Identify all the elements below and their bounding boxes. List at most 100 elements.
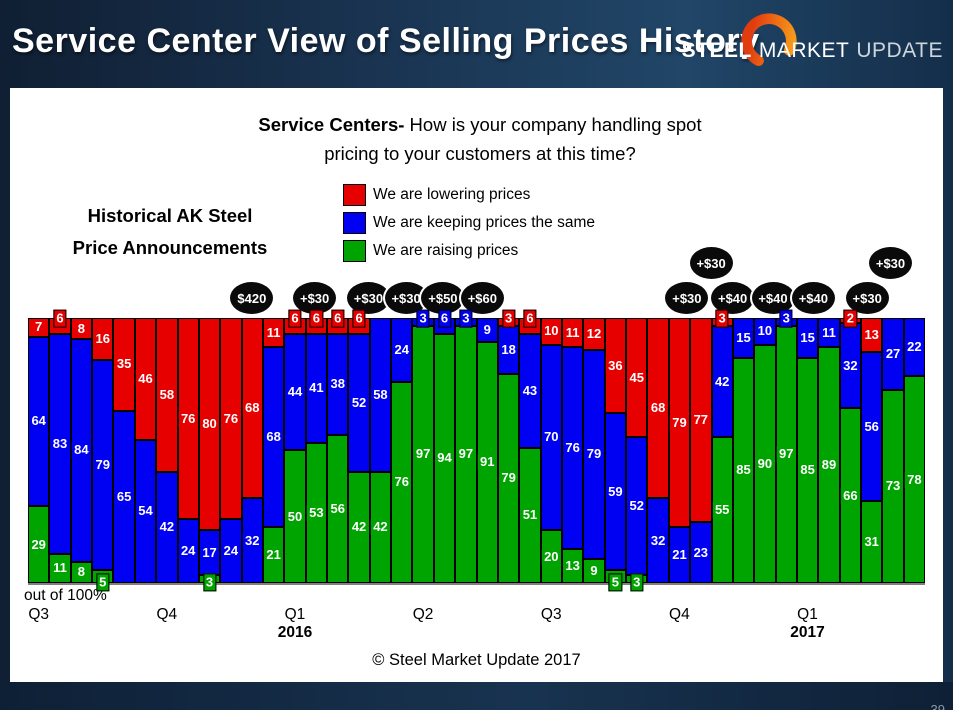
quarter-label: Q4: [156, 606, 178, 623]
bar-value-label: 6: [309, 309, 323, 328]
survey-bar: 7 64 29: [28, 318, 50, 583]
bar-segment-keeping: 18: [497, 325, 520, 374]
bar-value-label: 9: [481, 321, 493, 338]
bar-segment-raising: 91: [476, 341, 498, 583]
survey-bar: 11 68 21: [262, 318, 285, 583]
bar-segment-keeping: 21: [668, 527, 691, 583]
bar-segment-lowering: 68: [647, 318, 669, 499]
header-band: Service Center View of Selling Prices Hi…: [0, 0, 953, 88]
stacked-bar-chart: 7 64 29 6 83 11 8 84 8 16 79 5 35 65 46 54 58 42 76 24 80 17 3…: [28, 309, 926, 592]
bar-segment-raising: 97: [775, 325, 797, 583]
bar-segment-keeping: 38: [327, 333, 349, 435]
bar-value-label: 24: [178, 543, 198, 560]
bar-segment-lowering: 3: [711, 309, 733, 328]
survey-bar: 6 83 11: [49, 309, 71, 583]
bar-value-label: 6: [288, 309, 302, 328]
bar-value-label: 11: [820, 324, 838, 341]
bar-value-label: 66: [841, 487, 860, 504]
bar-segment-raising: 31: [861, 500, 883, 583]
bar-segment-keeping: 24: [177, 519, 199, 583]
legend-swatch-icon: [343, 212, 366, 234]
bar-segment-lowering: 80: [198, 318, 221, 530]
bar-value-label: 73: [883, 478, 903, 495]
bar-segment-lowering: 12: [583, 318, 605, 350]
bar-segment-keeping: 83: [49, 333, 71, 554]
bar-value-label: 11: [264, 324, 283, 341]
bar-segment-lowering: 68: [241, 318, 263, 499]
survey-bar: 77 23: [690, 318, 712, 583]
bar-segment-lowering: 76: [177, 318, 199, 520]
bar-segment-keeping: 42: [156, 471, 178, 583]
bar-segment-keeping: 24: [220, 519, 242, 583]
bar-segment-keeping: 15: [796, 318, 819, 358]
x-axis-quarters: Q3 Q4 Q1 2016 Q2 Q3 Q4 Q1 2017: [28, 606, 925, 654]
bar-value-label: 21: [264, 547, 283, 564]
bar-value-label: 79: [584, 446, 604, 463]
survey-bar: 58 42: [369, 318, 392, 583]
survey-question-line1: How is your company handling spot: [404, 114, 702, 135]
smu-logo: STEEL MARKET UPDATE: [682, 13, 943, 69]
bar-value-label: 42: [712, 373, 732, 390]
bar-value-label: 3: [202, 573, 217, 592]
survey-bar: 3 18 79: [497, 309, 520, 583]
survey-bar: 35 65: [113, 318, 135, 583]
bar-value-label: 76: [178, 410, 198, 427]
survey-bar: 3 97: [775, 309, 797, 583]
bar-value-label: 79: [93, 457, 112, 474]
bar-value-label: 3: [501, 309, 516, 328]
bar-value-label: 16: [93, 331, 112, 348]
legend-label: We are raising prices: [373, 242, 519, 259]
bar-value-label: 21: [670, 547, 689, 564]
bar-segment-keeping: 22: [903, 318, 926, 377]
bar-value-label: 97: [413, 446, 433, 463]
bar-segment-keeping: 56: [861, 352, 883, 501]
bar-segment-keeping: 79: [92, 360, 114, 570]
survey-bar: 16 79 5: [92, 318, 114, 592]
survey-bar: 76 24: [177, 318, 199, 583]
survey-bar: 10 90: [754, 318, 776, 583]
survey-question-line2: pricing to your customers at this time?: [324, 143, 636, 164]
survey-bar: 11 76 13: [561, 318, 584, 583]
bar-segment-keeping: 52: [348, 333, 370, 472]
bar-segment-lowering: 3: [497, 309, 520, 328]
bar-value-label: 46: [136, 370, 155, 387]
survey-bar: 6 94: [433, 309, 456, 583]
legend-item: We are lowering prices: [343, 181, 595, 209]
price-announcement-badge: +$40: [789, 280, 837, 316]
bar-segment-raising: 42: [348, 471, 370, 583]
announcements-label-line2: Price Announcements: [72, 237, 268, 258]
bar-value-label: 64: [29, 413, 48, 430]
survey-bar: 45 52 3: [626, 318, 648, 592]
bar-segment-raising: 11: [49, 553, 71, 583]
bar-segment-raising: 66: [839, 408, 862, 583]
bar-value-label: 68: [243, 400, 262, 417]
bar-segment-lowering: 13: [861, 318, 883, 353]
bar-segment-lowering: 6: [305, 309, 328, 334]
bar-segment-keeping: 15: [732, 318, 755, 358]
bar-segment-keeping: 42: [711, 325, 733, 438]
bar-segment-lowering: 79: [668, 318, 691, 528]
bar-segment-lowering: 16: [92, 318, 114, 361]
bar-segment-keeping: 70: [540, 344, 562, 530]
smu-logo-crescent-icon: [741, 13, 797, 69]
bar-segment-keeping: 11: [818, 318, 840, 348]
bar-value-label: 32: [243, 532, 262, 549]
bar-segment-keeping: 27: [882, 318, 904, 390]
bar-value-label: 85: [798, 462, 817, 479]
bar-value-label: 55: [712, 502, 732, 519]
bar-value-label: 5: [608, 573, 622, 592]
bar-value-label: 52: [349, 394, 369, 411]
bar-segment-lowering: 45: [626, 318, 648, 438]
bar-value-label: 97: [456, 446, 476, 463]
survey-bar: 13 56 31: [861, 318, 883, 583]
bar-value-label: 83: [50, 435, 70, 452]
bar-segment-keeping: 24: [391, 318, 413, 382]
bottom-band: 39: [0, 682, 953, 710]
bar-segment-keeping: 3: [412, 309, 434, 328]
bar-segment-keeping: 43: [519, 333, 541, 448]
bar-value-label: 12: [584, 325, 604, 342]
bar-value-label: 6: [331, 309, 345, 328]
bar-value-label: 68: [648, 400, 668, 417]
bar-segment-keeping: 9: [476, 318, 498, 342]
bar-value-label: 42: [157, 519, 177, 536]
